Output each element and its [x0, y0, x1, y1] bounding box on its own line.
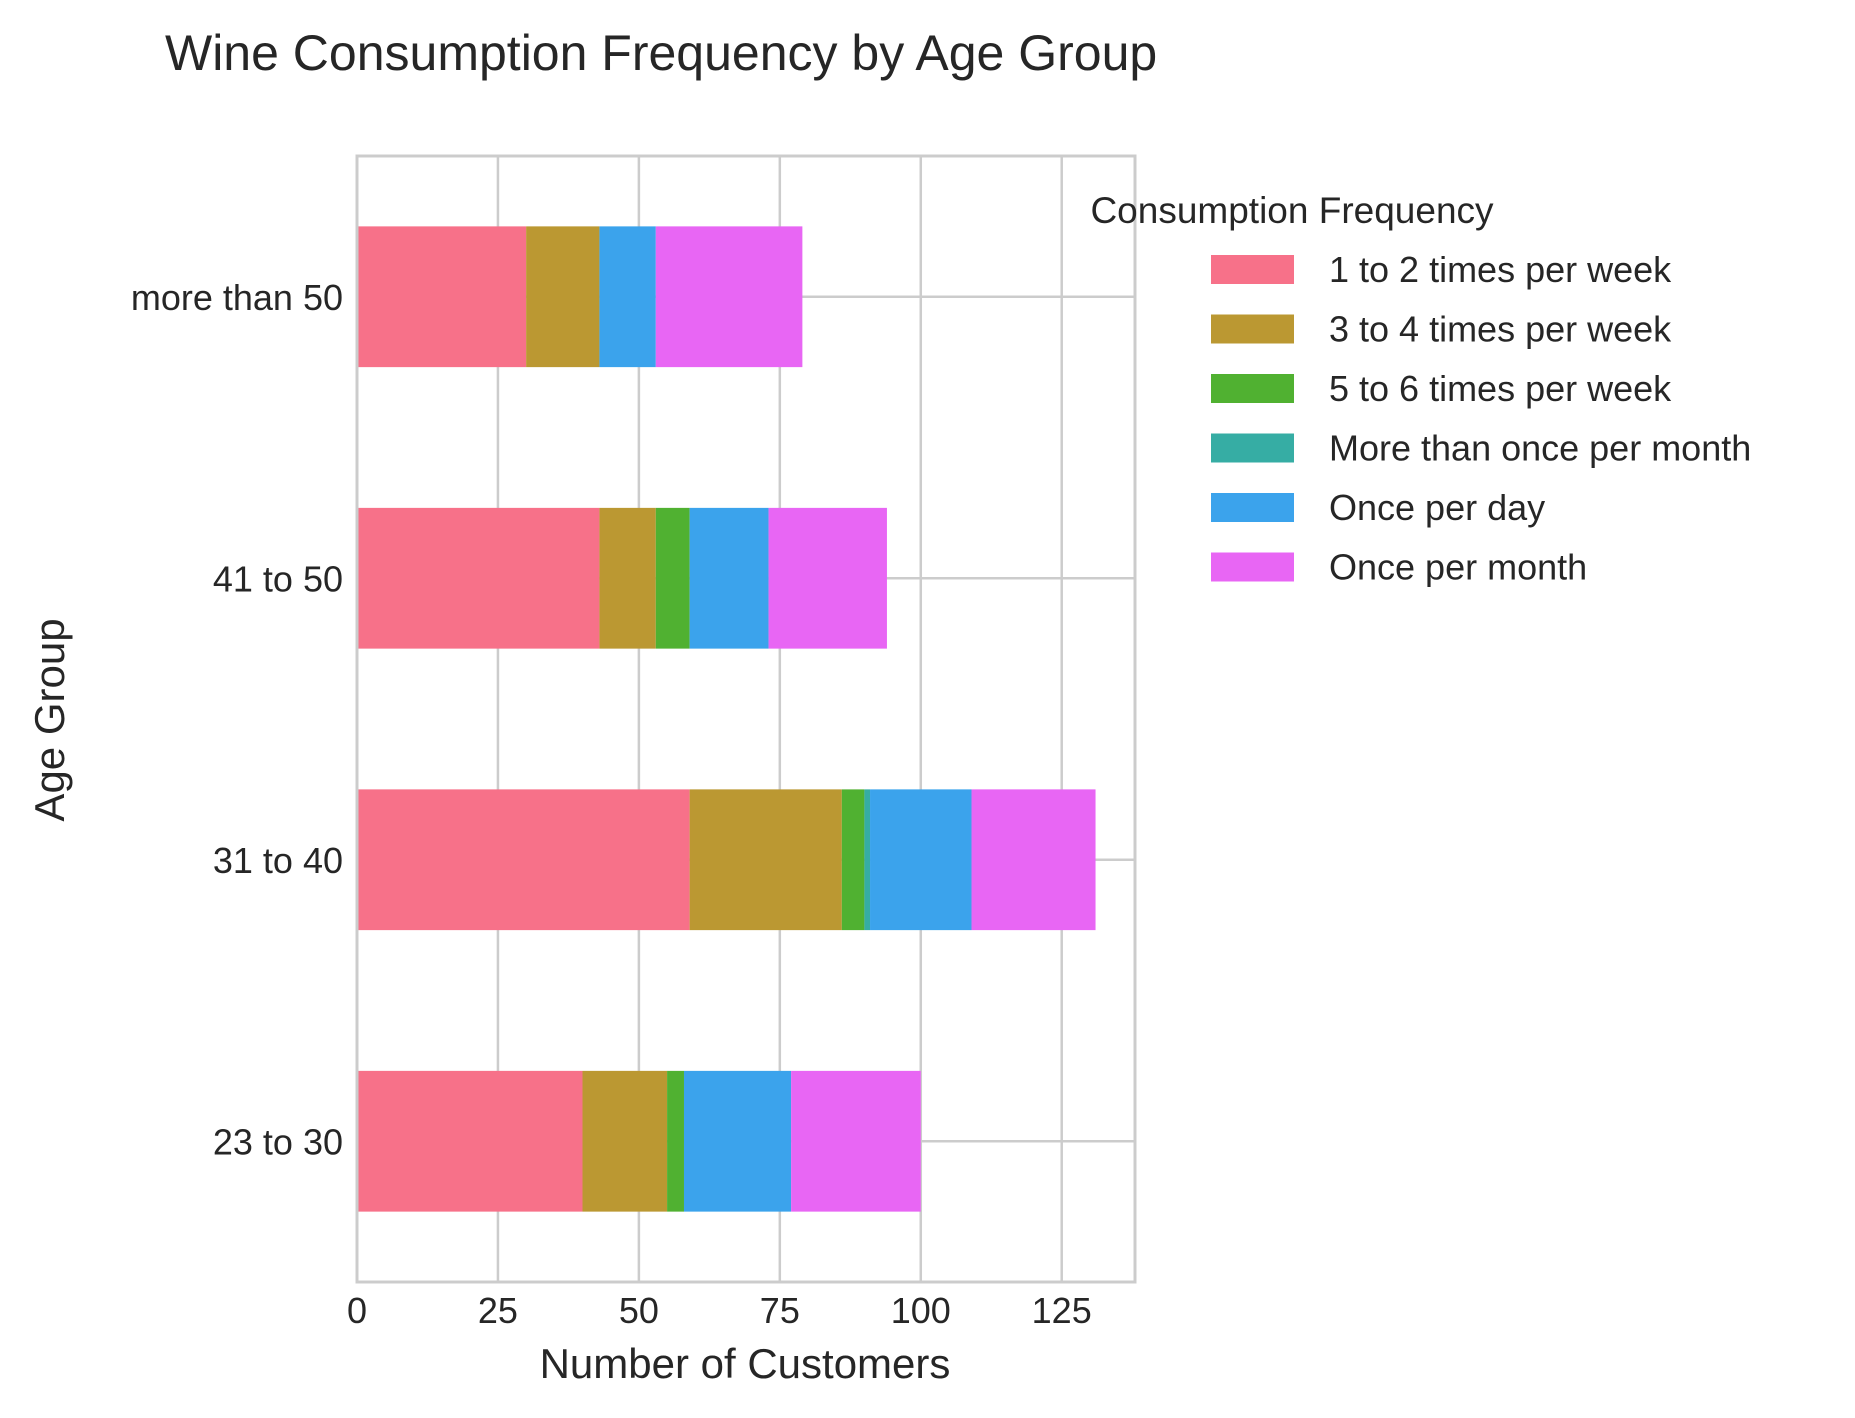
- bar-segment: [667, 1070, 684, 1212]
- bar-segment: [655, 226, 803, 368]
- plot-frame: [355, 154, 1137, 1284]
- x-tick-labels: 0 25 50 75 100 125: [347, 1290, 1092, 1331]
- bar-segment: [689, 789, 842, 931]
- y-tick-label: 23 to 30: [213, 1121, 343, 1162]
- y-tick-labels: 23 to 30 31 to 40 41 to 50 more than 50: [131, 277, 343, 1163]
- bar-segment: [599, 226, 656, 368]
- chart-title: Wine Consumption Frequency by Age Group: [165, 25, 1157, 81]
- x-tick-label: 125: [1032, 1290, 1092, 1331]
- legend-swatch: [1211, 433, 1294, 463]
- y-axis-label: Age Group: [26, 618, 73, 821]
- y-tick-label: 31 to 40: [213, 840, 343, 881]
- y-tick-label: more than 50: [131, 277, 343, 318]
- x-axis-label: Number of Customers: [540, 1340, 951, 1387]
- legend-swatch: [1211, 374, 1294, 403]
- bar-segment: [768, 507, 887, 649]
- bar-segment: [841, 789, 865, 931]
- bar-segment: [582, 1070, 668, 1212]
- bar-segment: [971, 789, 1096, 931]
- legend: Consumption Frequency 1 to 2 times per w…: [1090, 190, 1751, 588]
- bar-segment: [526, 226, 600, 368]
- legend-swatch: [1211, 493, 1294, 522]
- bar-segment: [357, 226, 527, 368]
- x-tick-label: 0: [347, 1290, 367, 1331]
- legend-label: 3 to 4 times per week: [1329, 309, 1672, 350]
- bars: [357, 226, 1096, 1212]
- x-tick-label: 75: [760, 1290, 800, 1331]
- x-tick-label: 50: [619, 1290, 659, 1331]
- bar-segment: [689, 507, 769, 649]
- bar-segment: [655, 507, 690, 649]
- bar-segment: [357, 507, 600, 649]
- legend-label: 5 to 6 times per week: [1329, 368, 1672, 409]
- bar-segment: [791, 1070, 921, 1212]
- legend-title: Consumption Frequency: [1090, 190, 1494, 231]
- bar-segment: [599, 507, 656, 649]
- legend-label: Once per day: [1329, 487, 1545, 528]
- bar-segment: [870, 789, 972, 931]
- bar-segment: [357, 1070, 583, 1212]
- legend-label: More than once per month: [1329, 428, 1751, 469]
- legend-swatch: [1211, 552, 1294, 582]
- y-tick-label: 41 to 50: [213, 558, 343, 599]
- x-tick-label: 100: [891, 1290, 951, 1331]
- legend-label: 1 to 2 times per week: [1329, 249, 1672, 290]
- x-tick-label: 25: [478, 1290, 518, 1331]
- bar-segment: [357, 789, 690, 931]
- legend-label: Once per month: [1329, 547, 1587, 588]
- bar-segment: [864, 789, 871, 931]
- legend-swatch: [1211, 255, 1294, 284]
- legend-swatch: [1211, 314, 1294, 344]
- bar-segment: [683, 1070, 792, 1212]
